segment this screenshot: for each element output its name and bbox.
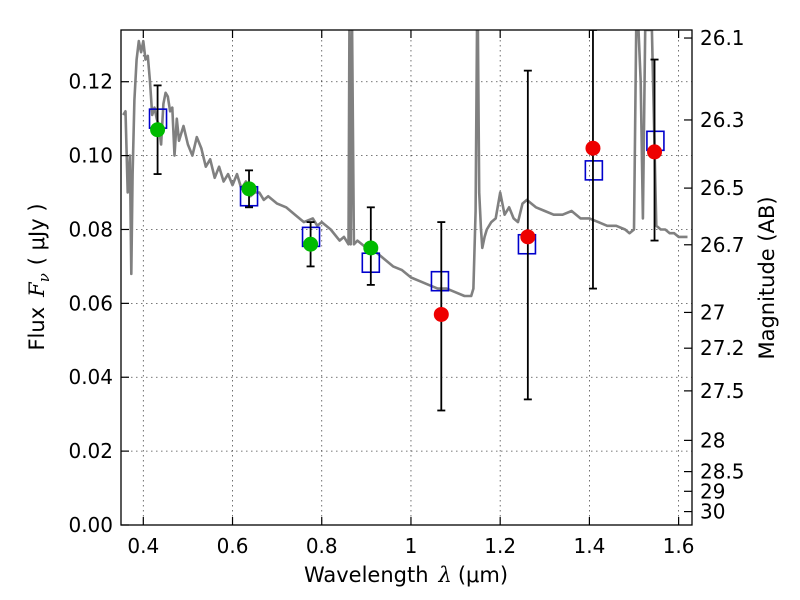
- y2-tick-label: 26.3: [700, 108, 745, 132]
- detection-point: [303, 236, 319, 252]
- y-tick-label: 0.02: [68, 439, 113, 463]
- x-tick-label: 1.2: [484, 534, 516, 558]
- x-tick-label: 0.8: [306, 534, 338, 558]
- y2-tick-label: 29: [700, 479, 725, 503]
- y2-tick-label: 27.2: [700, 336, 745, 360]
- nondetection-point: [585, 140, 601, 156]
- y-tick-label: 0.00: [68, 513, 113, 537]
- plot-frame: [120, 29, 693, 526]
- x-axis-label: Wavelength λ (μm): [304, 563, 508, 587]
- model-spectrum-line: [122, 30, 688, 298]
- y-tick-label: 0.06: [68, 291, 113, 315]
- grid-lines: [121, 30, 692, 526]
- y2-tick-label: 28.5: [700, 460, 745, 484]
- y2-tick-label: 28: [700, 428, 725, 452]
- y-tick-label: 0.10: [68, 144, 113, 168]
- detection-point: [150, 122, 166, 138]
- x-tick-label: 1.6: [663, 534, 695, 558]
- y2-tick-label: 30: [700, 500, 725, 524]
- detection-point: [241, 181, 257, 197]
- detection-point: [363, 240, 379, 256]
- model-spectrum-layer: [122, 30, 688, 298]
- y-axis-label: FluxFν( μJy ): [25, 203, 53, 350]
- y-tick-label: 0.08: [68, 217, 113, 241]
- x-tick-label: 1: [405, 534, 418, 558]
- x-tick-label: 1.4: [573, 534, 605, 558]
- y2-tick-label: 27.5: [700, 379, 745, 403]
- nondetection-point: [647, 144, 663, 160]
- nondetection-point: [520, 229, 536, 245]
- y-tick-label: 0.12: [68, 70, 113, 94]
- y2-tick-label: 26.7: [700, 233, 745, 257]
- y2-axis-label: Magnitude (AB): [755, 196, 779, 359]
- model-photometry-square: [430, 270, 450, 292]
- y-tick-label: 0.04: [68, 365, 113, 389]
- x-tick-label: 0.6: [217, 534, 249, 558]
- photometry-layer: [148, 30, 665, 412]
- nondetection-point: [433, 306, 449, 322]
- x-tick-label: 0.4: [127, 534, 159, 558]
- axis-ticks: 0.4 0.6 0.8 1 1.2 1.4 1.6 0.00 0.02 0.04 0.06 0.08 0…: [68, 26, 744, 558]
- y2-tick-label: 26.5: [700, 176, 745, 200]
- y2-tick-label: 27: [700, 300, 725, 324]
- y2-tick-label: 26.1: [700, 26, 745, 50]
